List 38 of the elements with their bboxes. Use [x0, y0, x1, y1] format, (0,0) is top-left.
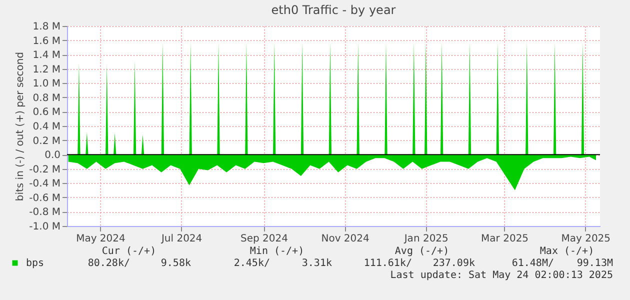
y-tick-label: 1.8 M: [32, 22, 60, 32]
y-tick-label: 0.8 M: [32, 92, 60, 104]
y-tick-label: 0.2 M: [32, 136, 60, 147]
x-tick-label: May 2024: [76, 234, 126, 244]
y-tick-label: 0.4 M: [32, 122, 60, 132]
text: Avg (-/+): [394, 246, 450, 257]
y-tick-label: -1.0 M: [29, 222, 60, 232]
x-tick-label: Mar 2025: [481, 234, 529, 244]
y-tick-label: -0.8 M: [29, 207, 60, 218]
x-tick-label: Sep 2024: [240, 234, 288, 244]
text: 237.09k: [432, 258, 475, 269]
text: 99.13M: [576, 258, 613, 269]
text: Last update: Sat May 24 02:00:13 2025: [390, 270, 613, 281]
y-tick-label: 0.0: [44, 150, 60, 162]
text: 111.61k/: [364, 258, 412, 269]
x-tick-label: Nov 2024: [321, 234, 370, 244]
legend-label: bps: [26, 258, 44, 269]
x-tick-label: Jul 2024: [160, 234, 202, 244]
text: 80.28k/: [88, 258, 130, 269]
x-tick-label: May 2025: [561, 234, 611, 244]
text: 2.45k/: [234, 258, 270, 269]
text: 3.31k: [302, 258, 332, 269]
y-tick-label: 1.2 M: [32, 64, 60, 76]
text: Min (-/+): [250, 246, 304, 257]
y-tick-label: -0.6 M: [29, 192, 60, 204]
y-tick-label: 1.0 M: [32, 78, 60, 90]
chart-title: eth0 Traffic - by year: [271, 3, 396, 17]
text: 9.58k: [160, 258, 191, 269]
y-tick-label: 0.6 M: [32, 107, 60, 118]
text: Max (-/+): [540, 246, 594, 257]
y-axis-title: bits in (-) / out (+) per second: [15, 52, 26, 202]
x-tick-label: Jan 2025: [403, 234, 448, 244]
y-tick-label: 1.4 M: [32, 50, 60, 62]
text: 61.48M/: [512, 258, 554, 269]
text: Cur (-/+): [102, 246, 156, 257]
y-tick-label: 1.6 M: [32, 36, 60, 47]
y-tick-label: -0.2 M: [29, 164, 60, 176]
y-tick-label: -0.4 M: [29, 178, 60, 190]
